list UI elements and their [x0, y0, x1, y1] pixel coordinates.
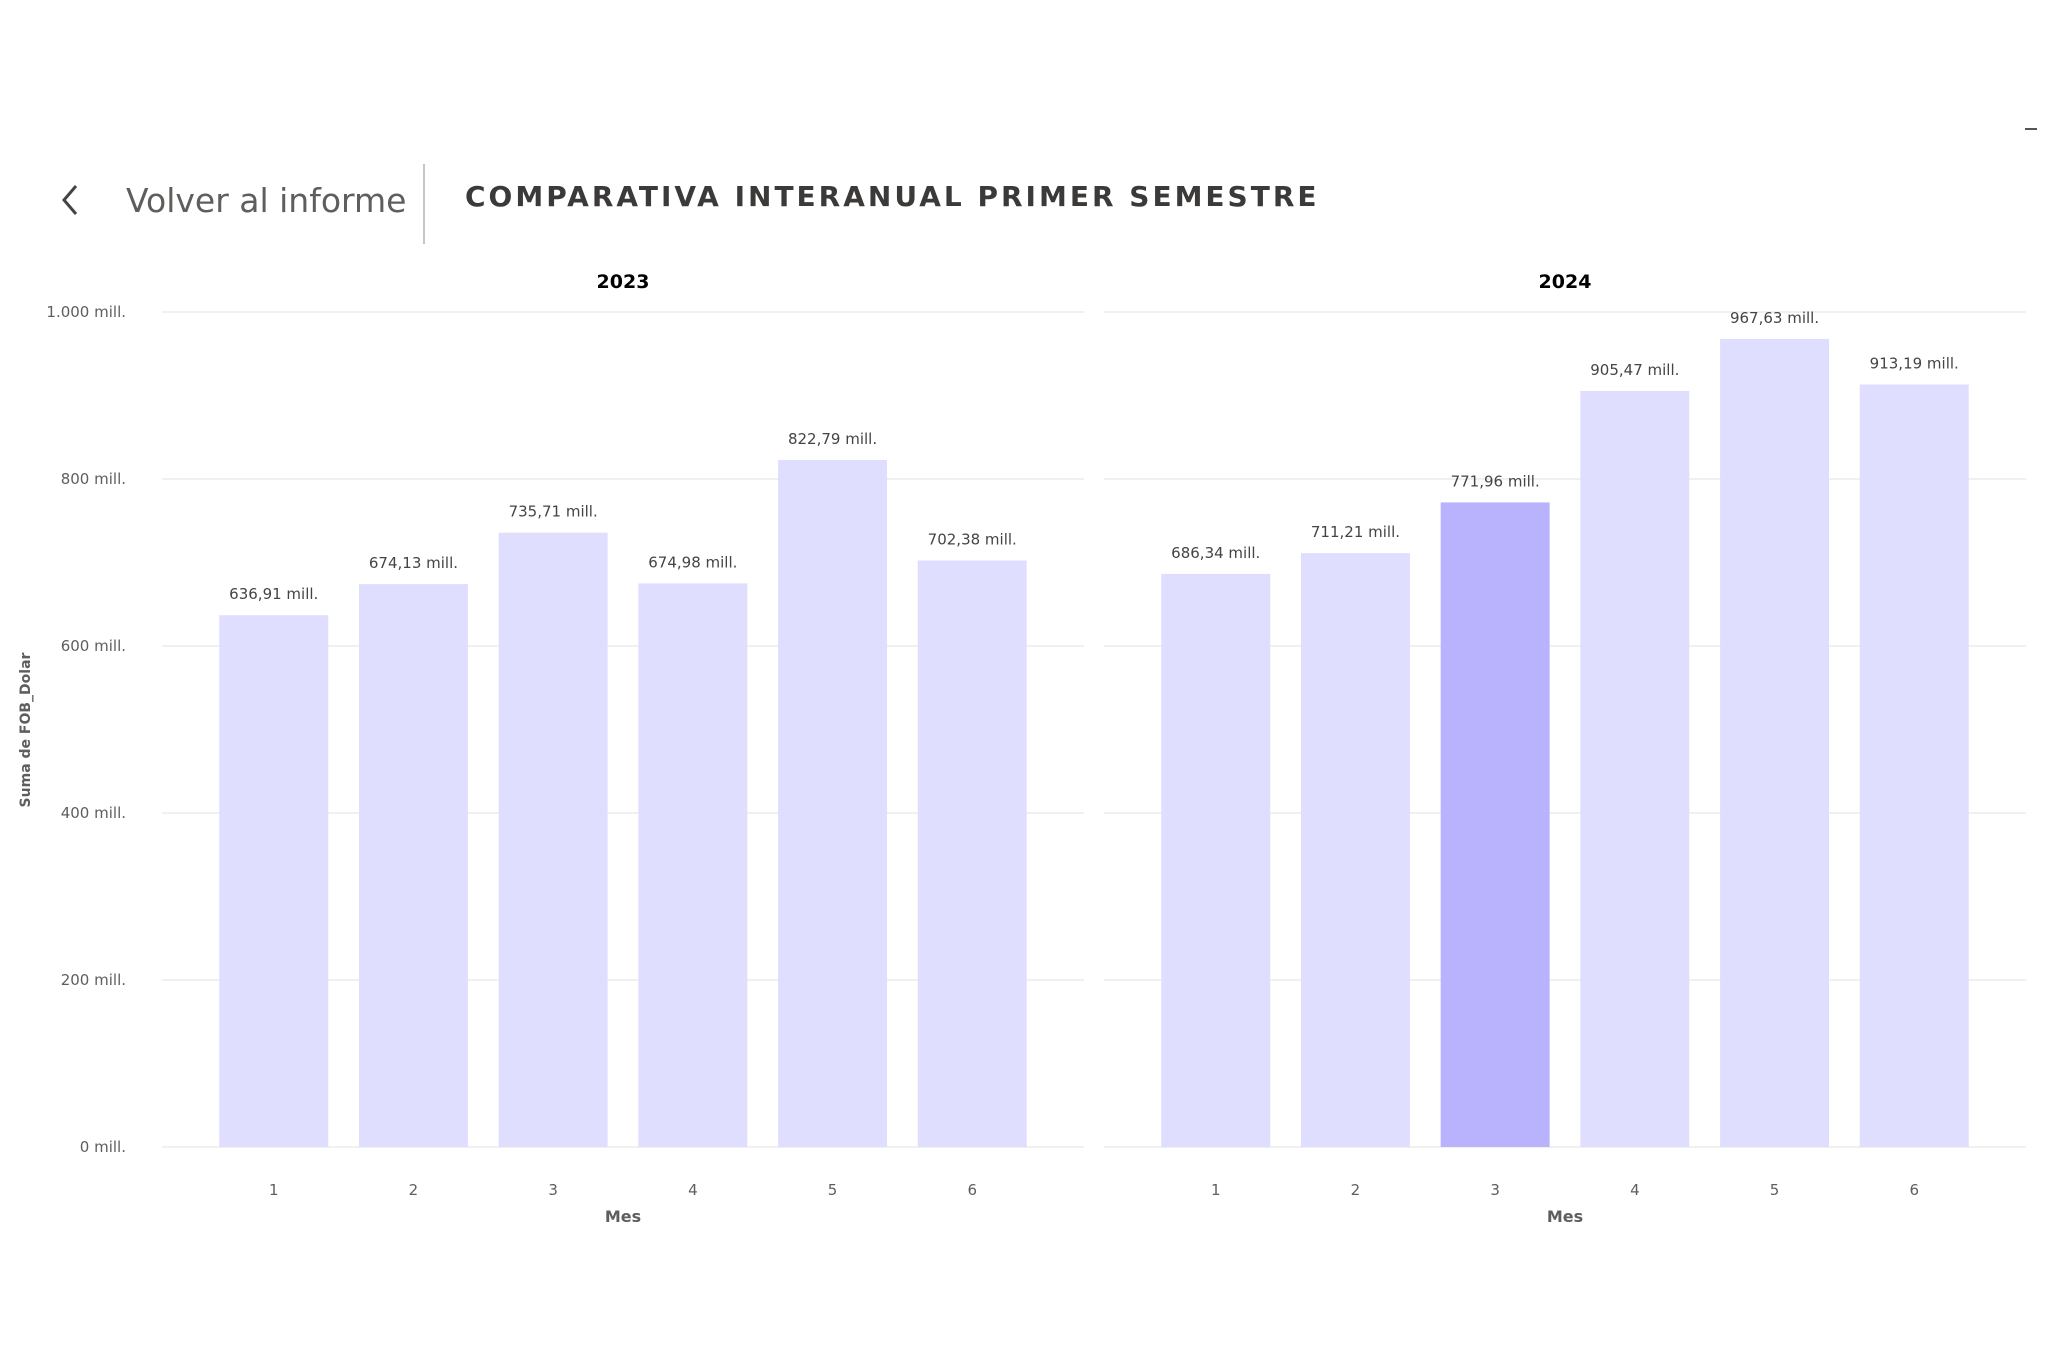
data-label: 674,98 mill.: [648, 553, 737, 571]
x-axis-title: Mes: [605, 1207, 641, 1226]
y-tick-label: 200 mill.: [61, 971, 126, 989]
panel-title: 2023: [597, 271, 650, 293]
data-label: 967,63 mill.: [1730, 309, 1819, 327]
bar: [1580, 390, 1690, 1147]
data-label: 686,34 mill.: [1171, 544, 1260, 562]
y-axis-title: Suma de FOB_Dolar: [18, 652, 34, 807]
x-tick-label: 5: [1770, 1181, 1780, 1199]
bar: [358, 584, 468, 1147]
bar: [1720, 339, 1830, 1148]
x-tick-label: 6: [967, 1181, 977, 1199]
chevron-left-icon: [62, 185, 78, 215]
y-tick-label: 1.000 mill.: [46, 303, 126, 321]
data-label: 913,19 mill.: [1870, 354, 1959, 372]
back-to-report-button[interactable]: Volver al informe: [56, 168, 406, 232]
x-tick-label: 2: [409, 1181, 419, 1199]
x-tick-label: 3: [548, 1181, 558, 1199]
x-tick-label: 6: [1909, 1181, 1919, 1199]
back-label: Volver al informe: [126, 180, 407, 220]
y-tick-label: 400 mill.: [61, 804, 126, 822]
y-tick-label: 800 mill.: [61, 470, 126, 488]
minimize-icon[interactable]: [2025, 128, 2037, 130]
bar: [1440, 502, 1550, 1147]
x-tick-label: 5: [828, 1181, 838, 1199]
x-tick-label: 3: [1490, 1181, 1500, 1199]
data-label: 905,47 mill.: [1590, 361, 1679, 379]
x-axis-title: Mes: [1547, 1207, 1583, 1226]
header-divider: [423, 164, 425, 244]
bar: [498, 532, 608, 1147]
bar: [1161, 573, 1271, 1147]
bar: [778, 459, 888, 1147]
y-tick-label: 0 mill.: [80, 1138, 126, 1156]
bar: [219, 615, 329, 1147]
data-label: 711,21 mill.: [1311, 523, 1400, 541]
data-label: 771,96 mill.: [1451, 472, 1540, 490]
data-label: 735,71 mill.: [509, 503, 598, 521]
report-header: Volver al informe COMPARATIVA INTERANUAL…: [0, 150, 2048, 250]
panel-title: 2024: [1539, 271, 1592, 293]
data-label: 822,79 mill.: [788, 430, 877, 448]
bar: [1859, 384, 1969, 1148]
x-tick-label: 1: [269, 1181, 279, 1199]
page-title: COMPARATIVA INTERANUAL PRIMER SEMESTRE: [465, 180, 1320, 213]
bar: [917, 560, 1027, 1147]
data-label: 674,13 mill.: [369, 554, 458, 572]
x-tick-label: 1: [1211, 1181, 1221, 1199]
x-tick-label: 4: [688, 1181, 698, 1199]
bar: [1300, 553, 1410, 1147]
y-tick-label: 600 mill.: [61, 637, 126, 655]
bar: [638, 583, 748, 1147]
data-label: 702,38 mill.: [928, 531, 1017, 549]
data-label: 636,91 mill.: [229, 585, 318, 603]
x-tick-label: 4: [1630, 1181, 1640, 1199]
x-tick-label: 2: [1351, 1181, 1361, 1199]
